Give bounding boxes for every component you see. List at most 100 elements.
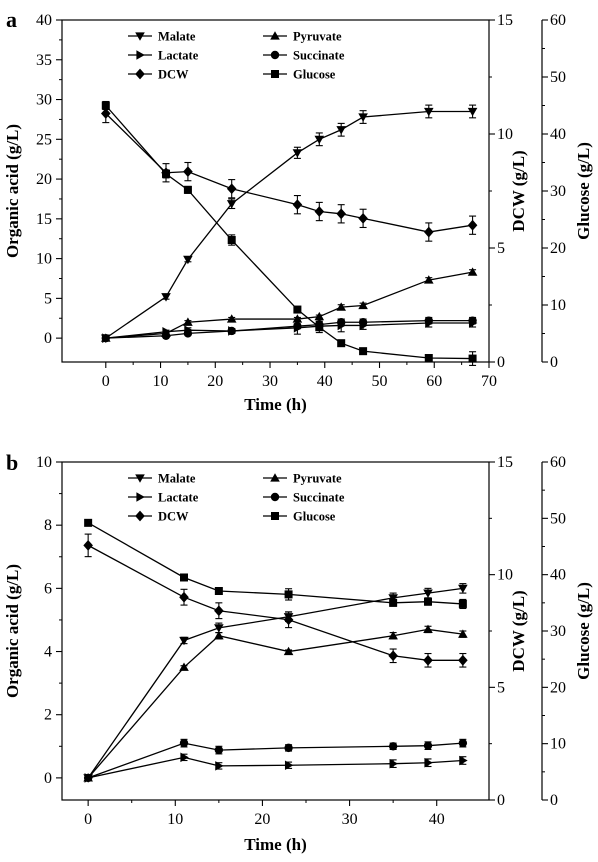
data-point bbox=[292, 149, 303, 158]
panel-letter: b bbox=[6, 450, 18, 475]
legend-label: Succinate bbox=[293, 49, 345, 63]
legend-label: Glucose bbox=[293, 510, 336, 524]
data-point bbox=[359, 347, 368, 356]
y-left-tick-label: 6 bbox=[44, 580, 52, 597]
data-point bbox=[458, 629, 468, 638]
data-point bbox=[100, 108, 111, 119]
series-line bbox=[105, 110, 473, 339]
x-axis-title: Time (h) bbox=[244, 835, 307, 854]
y-left-tick-label: 30 bbox=[36, 92, 52, 109]
series-succinate bbox=[101, 316, 477, 343]
data-point bbox=[423, 107, 434, 117]
y-dcw-tick-label: 15 bbox=[497, 12, 513, 29]
data-point bbox=[183, 185, 192, 194]
x-tick-label: 30 bbox=[342, 811, 358, 828]
data-point bbox=[214, 745, 224, 755]
data-point bbox=[458, 584, 468, 594]
data-point bbox=[468, 316, 477, 325]
data-point bbox=[389, 598, 398, 607]
x-tick-label: 10 bbox=[153, 373, 169, 390]
y-left-tick-label: 10 bbox=[36, 251, 52, 268]
data-point bbox=[388, 630, 398, 640]
y-glucose-axis-title: Glucose (g/L) bbox=[574, 142, 593, 240]
data-point bbox=[292, 314, 303, 323]
data-point bbox=[180, 752, 189, 763]
data-point bbox=[226, 314, 237, 323]
series-malate bbox=[83, 583, 468, 783]
series-glucose bbox=[84, 518, 467, 610]
data-point bbox=[101, 101, 110, 110]
data-point bbox=[183, 317, 193, 326]
data-point bbox=[284, 590, 293, 599]
y-left-tick-label: 25 bbox=[36, 131, 52, 148]
data-point bbox=[423, 226, 434, 238]
y-glucose-tick-label: 40 bbox=[550, 126, 566, 143]
y-dcw-tick-label: 10 bbox=[497, 567, 513, 584]
series-lactate bbox=[84, 752, 468, 783]
y-left-tick-label: 2 bbox=[44, 707, 52, 724]
x-axis-title: Time (h) bbox=[244, 395, 307, 414]
data-point bbox=[83, 539, 93, 551]
legend-marker bbox=[135, 68, 145, 80]
y-left-tick-label: 10 bbox=[36, 454, 52, 471]
y-glucose-tick-label: 10 bbox=[550, 297, 566, 314]
legend-label: Lactate bbox=[158, 491, 199, 505]
y-glucose-tick-label: 50 bbox=[550, 69, 566, 86]
data-point bbox=[424, 597, 432, 606]
x-tick-label: 0 bbox=[84, 811, 92, 828]
data-point bbox=[183, 166, 193, 178]
data-point bbox=[458, 654, 468, 666]
y-left-tick-label: 8 bbox=[44, 517, 52, 534]
legend: Malate Pyruvate Lactate Succinate DCW Glucose bbox=[128, 30, 345, 82]
data-point bbox=[83, 773, 93, 783]
series-line bbox=[105, 105, 473, 360]
data-point bbox=[358, 113, 368, 122]
data-point bbox=[183, 255, 193, 265]
series-pyruvate bbox=[100, 267, 478, 342]
legend-marker bbox=[270, 50, 280, 60]
y-dcw-tick-label: 5 bbox=[497, 240, 505, 257]
data-point bbox=[423, 654, 433, 666]
x-tick-label: 30 bbox=[262, 373, 278, 390]
data-point bbox=[215, 761, 224, 771]
data-point bbox=[179, 738, 189, 748]
series-dcw bbox=[83, 533, 468, 668]
legend-marker bbox=[135, 32, 145, 41]
legend-marker bbox=[135, 474, 145, 483]
data-point bbox=[226, 183, 237, 195]
legend-label: Malate bbox=[158, 472, 196, 486]
y-glucose-tick-label: 50 bbox=[550, 510, 566, 527]
data-point bbox=[314, 135, 325, 145]
legend-marker bbox=[136, 50, 145, 60]
chart-panel-a: a0 10 20 30 40 50 60 70051015202530354005101501… bbox=[3, 7, 593, 414]
data-point bbox=[389, 758, 398, 769]
data-point bbox=[179, 636, 189, 646]
data-point bbox=[227, 236, 236, 245]
y-dcw-tick-label: 0 bbox=[497, 792, 505, 809]
data-point bbox=[388, 742, 398, 751]
data-point bbox=[358, 318, 368, 327]
data-point bbox=[458, 738, 468, 748]
series-line bbox=[105, 113, 473, 233]
y-dcw-tick-label: 0 bbox=[497, 354, 505, 371]
data-point bbox=[424, 354, 433, 363]
y-left-tick-label: 5 bbox=[44, 290, 52, 307]
legend-label: Succinate bbox=[293, 491, 345, 505]
chart-panel-b: b 0 10 20 30 40 0 2 4 6 8 10 0 5 10 15 0 10 20 30 40 50 60 Time… bbox=[3, 450, 593, 854]
data-point bbox=[336, 208, 346, 220]
y-left-tick-label: 0 bbox=[44, 330, 52, 347]
legend-marker bbox=[135, 510, 145, 522]
series-line bbox=[105, 322, 473, 339]
y-dcw-axis-title: DCW (g/L) bbox=[509, 590, 528, 671]
data-point bbox=[161, 293, 171, 302]
panel-letter: a bbox=[6, 7, 17, 32]
data-point bbox=[293, 305, 302, 314]
y-left-tick-label: 0 bbox=[44, 770, 52, 787]
legend-label: Pyruvate bbox=[293, 472, 342, 486]
legend: Malate Pyruvate Lactate Succinate DCW Glucose bbox=[128, 472, 345, 524]
data-point bbox=[214, 630, 224, 640]
data-point bbox=[161, 331, 171, 340]
x-tick-label: 0 bbox=[102, 373, 110, 390]
data-point bbox=[423, 624, 433, 634]
